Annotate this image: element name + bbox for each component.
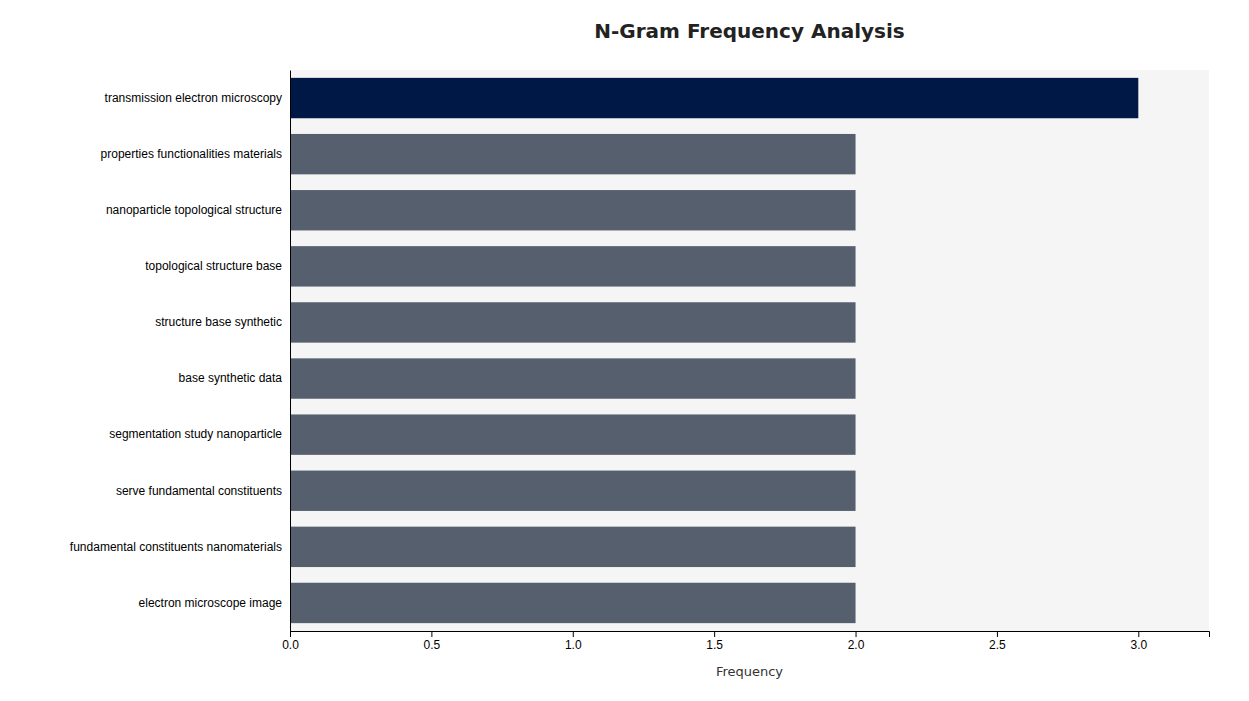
y-tick: properties functionalities materials [101, 147, 290, 161]
bar [290, 134, 856, 174]
y-tick: segmentation study nanoparticle [109, 427, 290, 441]
y-tick-label: fundamental constituents nanomaterials [70, 540, 282, 554]
chart-container: N-Gram Frequency Analysis 0.0 0.5 1.0 1.5 2.0… [0, 0, 1249, 701]
y-tick-label: topological structure base [145, 259, 282, 273]
x-tick: 1.5 [706, 631, 723, 652]
x-tick-label: 2.0 [848, 638, 865, 652]
y-tick: nanoparticle topological structure [106, 203, 290, 217]
y-tick-label: structure base synthetic [155, 315, 282, 329]
bar [290, 246, 856, 286]
x-tick-mark [1138, 631, 1139, 637]
y-tick: base synthetic data [179, 371, 290, 385]
x-tick-mark [431, 631, 432, 637]
x-axis-title: Frequency [716, 664, 783, 679]
bar [290, 78, 1138, 118]
y-tick-label: serve fundamental constituents [116, 484, 282, 498]
x-tick-mark [714, 631, 715, 637]
x-tick-label: 1.0 [565, 638, 582, 652]
y-tick: topological structure base [145, 259, 290, 273]
y-tick-label: electron microscope image [139, 596, 283, 610]
y-tick: serve fundamental constituents [116, 484, 290, 498]
y-tick: structure base synthetic [155, 315, 290, 329]
y-tick-label: segmentation study nanoparticle [109, 427, 282, 441]
x-tick-mark [997, 631, 998, 637]
x-tick-mark [573, 631, 574, 637]
bar [290, 358, 856, 398]
x-tick: 0.5 [424, 631, 441, 652]
chart-svg: N-Gram Frequency Analysis 0.0 0.5 1.0 1.5 2.0… [0, 0, 1249, 701]
x-axis: 0.0 0.5 1.0 1.5 2.0 2.5 3.0 [282, 631, 1209, 652]
bar [290, 190, 856, 230]
x-tick: 3.0 [1130, 631, 1147, 652]
bar [290, 583, 856, 623]
bar [290, 527, 856, 567]
x-tick: 2.5 [989, 631, 1006, 652]
y-tick-label: nanoparticle topological structure [106, 203, 282, 217]
plot-area: 0.0 0.5 1.0 1.5 2.0 2.5 3.0 electron microscope… [70, 70, 1210, 652]
x-tick-mark [856, 631, 857, 637]
y-axis: electron microscope image fundamental con… [70, 71, 291, 632]
y-axis-line [290, 71, 291, 632]
plot-background [290, 70, 1209, 631]
x-tick-mark [290, 631, 291, 637]
y-tick: transmission electron microscopy [105, 91, 290, 105]
y-tick-label: properties functionalities materials [101, 147, 282, 161]
x-tick: 2.0 [848, 631, 865, 652]
x-tick-label: 1.5 [706, 638, 723, 652]
y-tick-label: base synthetic data [179, 371, 283, 385]
y-tick: fundamental constituents nanomaterials [70, 540, 290, 554]
x-tick-label: 0.5 [424, 638, 441, 652]
bar [290, 414, 856, 454]
chart-title: N-Gram Frequency Analysis [594, 19, 904, 43]
x-tick: 1.0 [565, 631, 582, 652]
x-tick-label: 0.0 [282, 638, 299, 652]
y-tick-label: transmission electron microscopy [105, 91, 282, 105]
y-tick: electron microscope image [139, 596, 290, 610]
x-tick-label: 2.5 [989, 638, 1006, 652]
bars [290, 78, 1138, 623]
bar [290, 302, 856, 342]
x-tick-label: 3.0 [1130, 638, 1147, 652]
x-tick: 0.0 [282, 631, 299, 652]
x-axis-line [291, 632, 1210, 638]
bar [290, 471, 856, 511]
